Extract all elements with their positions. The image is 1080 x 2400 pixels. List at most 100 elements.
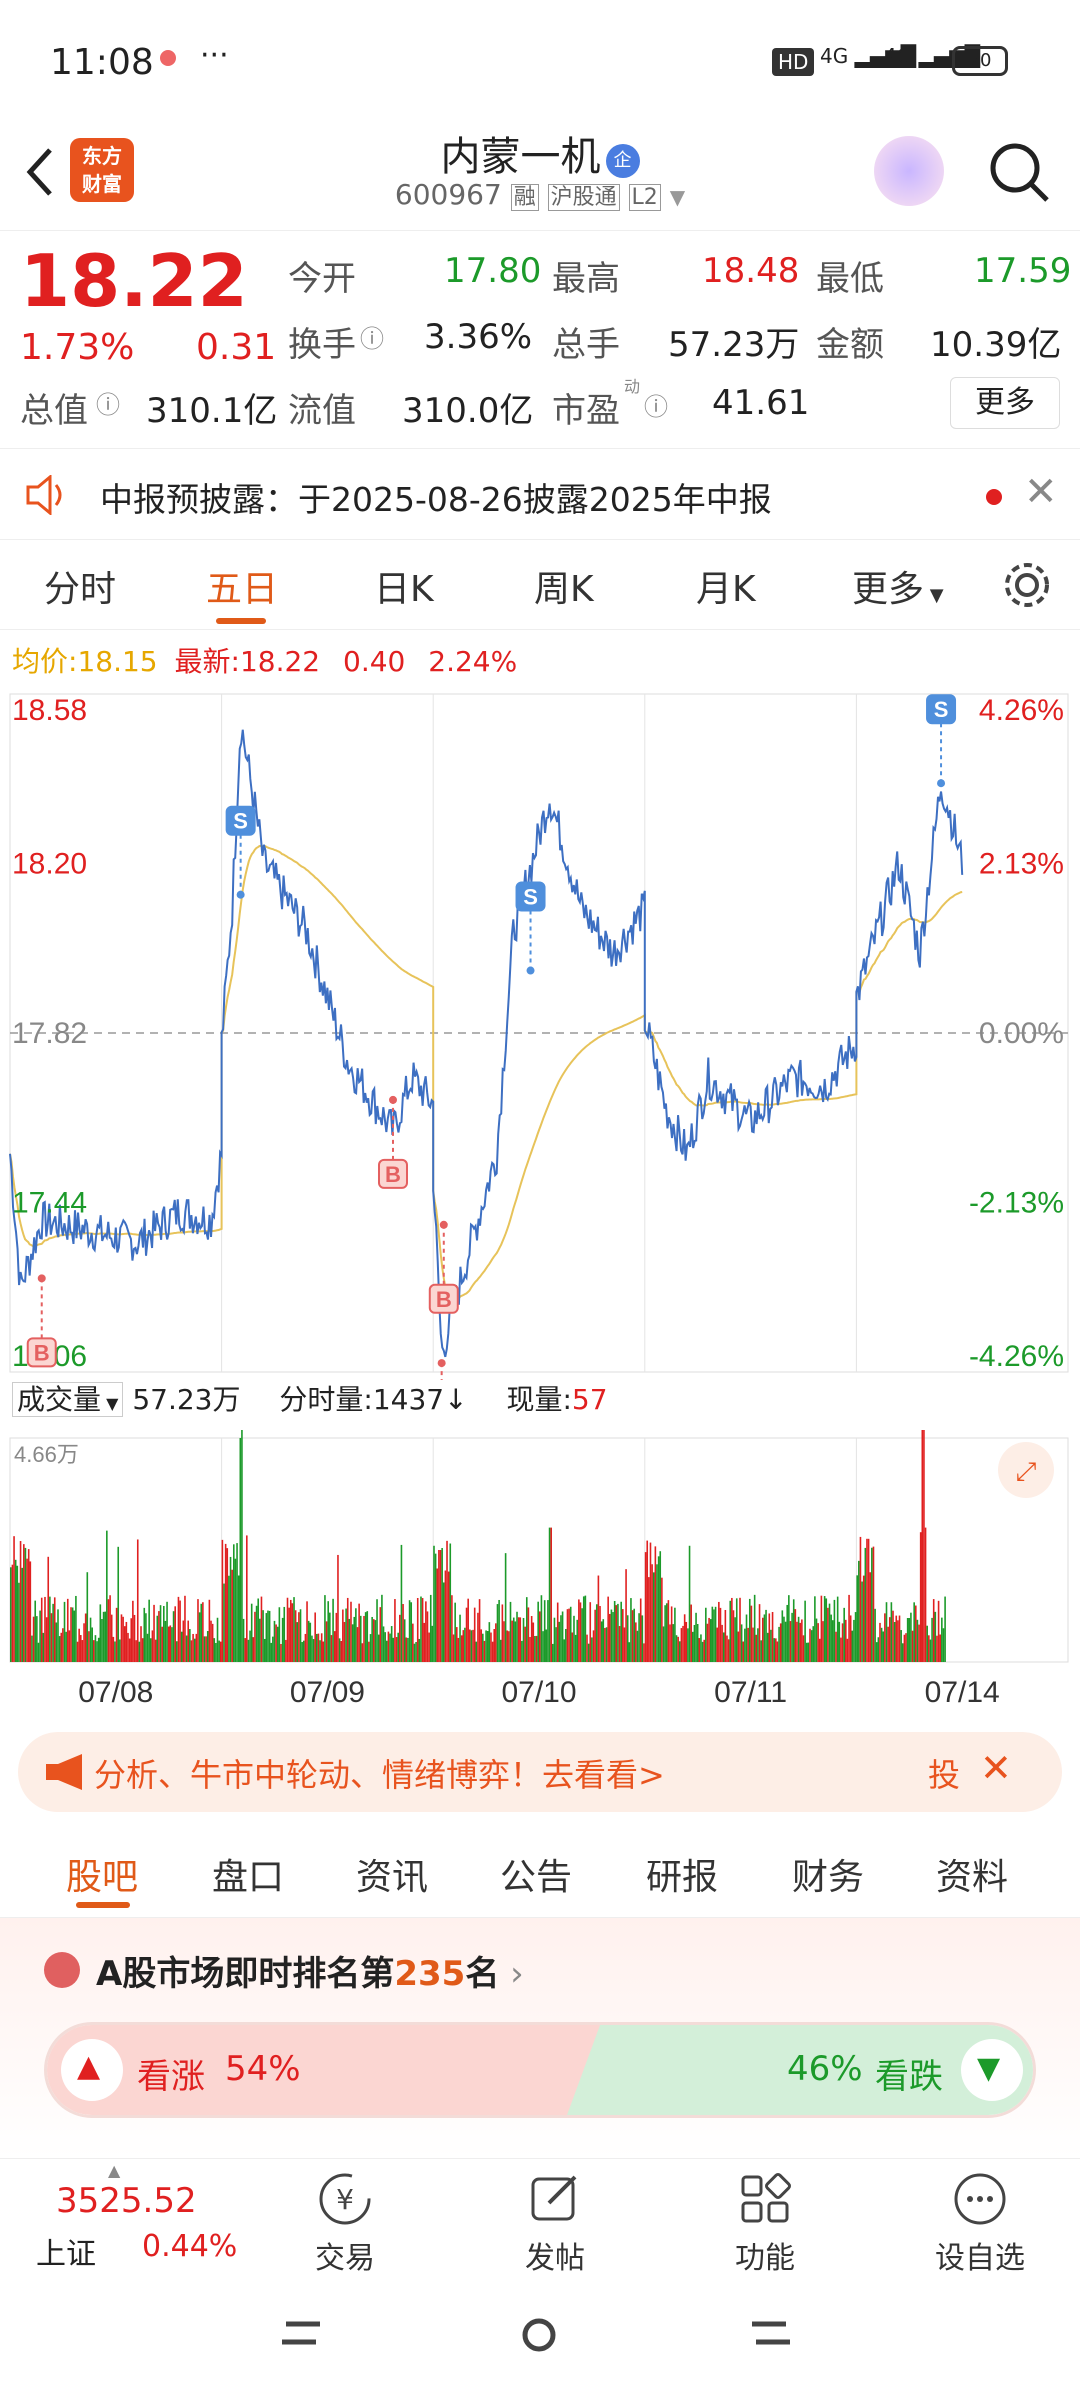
volume-bar bbox=[294, 1610, 297, 1662]
assistant-robot-icon[interactable] bbox=[874, 136, 944, 206]
volume-bar bbox=[423, 1622, 426, 1662]
volume-bar bbox=[29, 1561, 32, 1662]
tab-weekly-k[interactable]: 周K bbox=[534, 569, 594, 610]
volume-bar bbox=[765, 1609, 767, 1662]
tab-daily-k[interactable]: 日K bbox=[374, 569, 434, 610]
tab-monthly-k[interactable]: 月K bbox=[696, 569, 756, 610]
volume-bar bbox=[329, 1612, 331, 1662]
volume-bar bbox=[779, 1623, 782, 1662]
home-nav-icon[interactable] bbox=[514, 2310, 564, 2360]
volume-bar bbox=[784, 1621, 787, 1662]
info-icon[interactable]: ⓘ bbox=[644, 393, 668, 421]
volume-bar bbox=[539, 1611, 541, 1662]
trade-marker-label: B bbox=[436, 1287, 452, 1312]
stock-name[interactable]: 内蒙一机 bbox=[440, 134, 601, 180]
bearish-fill bbox=[567, 2025, 1033, 2115]
volume-bar bbox=[415, 1642, 417, 1662]
tab-five-day[interactable]: 五日 bbox=[206, 569, 279, 610]
tab-forum[interactable]: 股吧 bbox=[66, 1857, 139, 1898]
l2-tag: L2 bbox=[628, 184, 661, 211]
volume-bar bbox=[285, 1639, 287, 1662]
volume-bar bbox=[612, 1612, 614, 1662]
tab-announcements[interactable]: 公告 bbox=[500, 1857, 573, 1898]
tab-more[interactable]: 更多 ▼ bbox=[852, 569, 944, 610]
close-icon[interactable]: ✕ bbox=[980, 1746, 1012, 1790]
volume-bar bbox=[692, 1631, 694, 1662]
more-button[interactable]: 更多 bbox=[950, 377, 1060, 429]
notice-bar[interactable]: 中报预披露：于2025-08-26披露2025年中报 ✕ bbox=[0, 448, 1080, 540]
volume-bar bbox=[60, 1632, 63, 1662]
volume-bar bbox=[708, 1617, 710, 1662]
price-chart[interactable]: 18.5818.2017.8217.4417.064.26%2.13%0.00%… bbox=[0, 686, 1080, 1380]
tab-research[interactable]: 研报 bbox=[646, 1857, 719, 1898]
volume-bar bbox=[65, 1631, 67, 1662]
info-icon[interactable]: ⓘ bbox=[360, 325, 384, 353]
volume-bar bbox=[257, 1598, 260, 1662]
tab-intraday[interactable]: 分时 bbox=[44, 569, 117, 610]
nav-functions[interactable]: 功能 bbox=[710, 2159, 820, 2279]
volume-bar bbox=[237, 1575, 240, 1662]
settings-gear-icon[interactable] bbox=[1000, 558, 1054, 612]
volume-bar bbox=[744, 1628, 746, 1662]
volume-bar bbox=[501, 1604, 504, 1662]
volume-bar bbox=[392, 1637, 395, 1662]
volume-bar bbox=[595, 1604, 598, 1662]
app-logo[interactable]: 东方 财富 bbox=[70, 138, 134, 202]
dropdown-icon[interactable]: ▼ bbox=[669, 185, 686, 209]
volume-bar bbox=[337, 1554, 339, 1662]
volume-bar bbox=[703, 1639, 705, 1662]
volume-bar bbox=[36, 1616, 38, 1662]
expand-button[interactable] bbox=[998, 1442, 1054, 1498]
volume-selector[interactable]: 成交量 ▼ bbox=[12, 1382, 124, 1417]
volume-bar bbox=[760, 1640, 762, 1662]
volume-bar bbox=[141, 1638, 144, 1662]
volume-bar bbox=[13, 1536, 15, 1662]
volume-bar bbox=[193, 1638, 196, 1662]
volume-bar bbox=[768, 1613, 771, 1662]
volume-bar bbox=[324, 1595, 326, 1662]
info-icon[interactable]: ⓘ bbox=[96, 391, 120, 419]
bullish-button[interactable]: ▲ bbox=[61, 2039, 123, 2101]
tab-profile[interactable]: 资料 bbox=[936, 1857, 1009, 1898]
rank-text[interactable]: A股市场即时排名第235名 › bbox=[96, 1954, 524, 1994]
close-icon[interactable]: ✕ bbox=[1024, 469, 1058, 515]
five-day-chart[interactable]: 均价:18.15 最新:18.22 0.40 2.24% 18.58 18.20 1… bbox=[0, 630, 1080, 1720]
active-tab-indicator bbox=[76, 1902, 130, 1908]
back-icon[interactable] bbox=[20, 142, 60, 202]
tab-news[interactable]: 资讯 bbox=[356, 1857, 429, 1898]
last-value: 18.22 bbox=[239, 645, 321, 678]
tab-orderbook[interactable]: 盘口 bbox=[212, 1857, 285, 1898]
nav-trade[interactable]: ¥ 交易 bbox=[290, 2159, 400, 2279]
volume-bar bbox=[584, 1595, 587, 1662]
volume-bar bbox=[493, 1629, 496, 1662]
volume-bar bbox=[425, 1601, 427, 1662]
promo-banner[interactable]: 分析、牛市中轮动、情绪博弈！去看看> 投 ✕ bbox=[18, 1732, 1062, 1812]
volume-bar bbox=[187, 1620, 190, 1662]
nav-add-watchlist[interactable]: 设自选 bbox=[920, 2159, 1040, 2279]
volume-bar bbox=[674, 1607, 676, 1662]
bearish-button[interactable]: ▼ bbox=[961, 2039, 1023, 2101]
volume-bar bbox=[312, 1639, 315, 1662]
index-value: 3525.52 bbox=[56, 2181, 197, 2221]
volume-bar bbox=[86, 1572, 89, 1662]
volume-bar bbox=[901, 1643, 904, 1662]
volume-bar bbox=[14, 1559, 17, 1662]
tab-financials[interactable]: 财务 bbox=[792, 1857, 865, 1898]
volume-bar bbox=[320, 1633, 323, 1662]
volume-bar bbox=[416, 1597, 419, 1662]
volume-bar bbox=[574, 1634, 577, 1662]
volume-bar bbox=[89, 1617, 92, 1662]
volume-bar bbox=[49, 1596, 51, 1662]
menu-nav-icon[interactable] bbox=[278, 2314, 328, 2354]
volume-bar bbox=[389, 1633, 391, 1662]
search-icon[interactable] bbox=[985, 138, 1055, 208]
back-nav-icon[interactable] bbox=[748, 2314, 798, 2354]
volume-chart[interactable]: 4.66万 07/08 07/09 07/10 07/11 07/14 ⤢ bbox=[0, 1430, 1080, 1720]
index-widget[interactable]: ▲ 3525.52 上证 0.44% bbox=[36, 2161, 238, 2272]
volume-bar bbox=[880, 1627, 883, 1662]
connect-tag: 沪股通 bbox=[547, 184, 620, 211]
more-dots-icon: ··· bbox=[200, 38, 229, 73]
volume-bar bbox=[399, 1614, 401, 1662]
nav-post[interactable]: 发帖 bbox=[500, 2159, 610, 2279]
volume-bar bbox=[540, 1595, 543, 1662]
